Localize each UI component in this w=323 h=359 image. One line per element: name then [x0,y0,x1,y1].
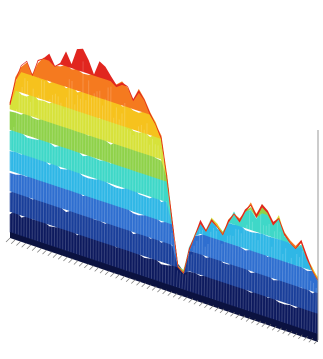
depth-tick [142,283,146,287]
depth-tick [84,264,88,268]
depth-tick [110,273,114,277]
depth-tick [157,288,161,292]
depth-tick [63,257,67,261]
depth-tick [126,278,130,282]
depth-tick [48,252,52,256]
depth-tick [173,293,177,297]
depth-tick [6,238,10,242]
depth-tick [90,266,94,270]
depth-tick [100,269,104,273]
depth-tick [16,242,20,246]
depth-tick [121,276,125,280]
depth-tick [116,274,120,278]
depth-tick [152,286,156,290]
depth-tick [53,254,57,258]
depth-tick [194,300,198,304]
depth-tick [69,259,73,263]
depth-tick [137,281,141,285]
depth-tick [168,292,172,296]
depth-tick [27,245,31,249]
surface-stripes [10,49,319,334]
depth-tick [147,285,151,289]
depth-tick [105,271,109,275]
depth-tick [199,302,203,306]
depth-tick [37,248,41,252]
depth-tick [184,297,188,301]
depth-tick [43,250,47,254]
depth-tick [163,290,167,294]
depth-tick [22,243,26,247]
depth-tick [178,295,182,299]
depth-tick [58,255,62,259]
depth-tick [189,299,193,303]
depth-tick [74,261,78,265]
depth-tick [95,267,99,271]
depth-tick [32,247,36,251]
depth-tick [11,240,15,244]
depth-tick [131,280,135,284]
depth-tick [79,262,83,266]
